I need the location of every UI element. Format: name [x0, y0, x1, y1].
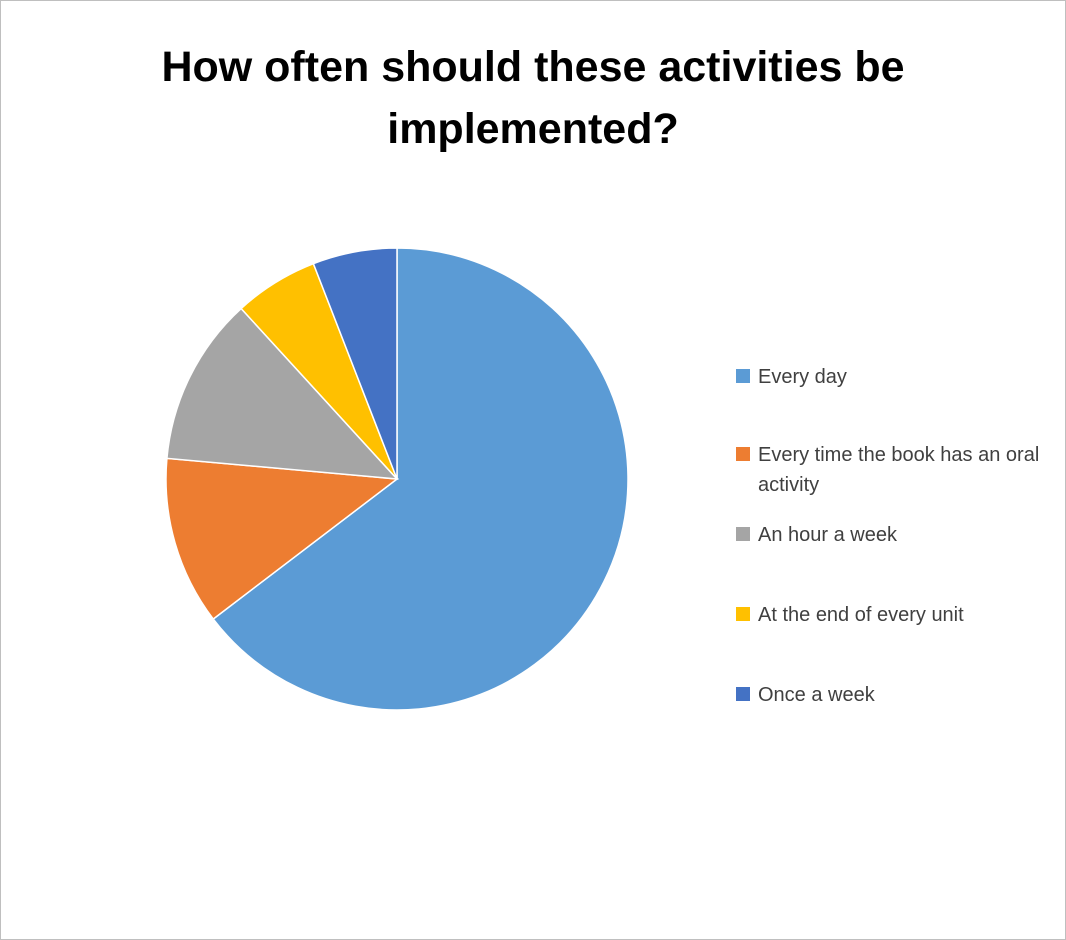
legend-label: At the end of every unit: [758, 604, 964, 626]
legend-swatch: [736, 447, 750, 461]
legend-item: An hour a week: [736, 520, 1056, 550]
pie-slices: [165, 247, 629, 711]
pie-slice-2: [165, 457, 399, 621]
legend-item: Once a week: [736, 680, 1056, 710]
legend-item: At the end of every unit: [736, 600, 1056, 630]
pie-slice-3: [166, 307, 399, 480]
legend-label: Every time the book has an oral activity: [758, 444, 1040, 496]
legend-swatch: [736, 369, 750, 383]
chart-title-text: How often should these activities be imp…: [161, 43, 905, 153]
legend-swatch: [736, 687, 750, 701]
chart-title: How often should these activities be imp…: [0, 36, 1066, 160]
legend-swatch: [736, 607, 750, 621]
pie-slice-1: [212, 247, 629, 711]
legend: Every day Every time the book has an oral…: [736, 0, 1056, 940]
legend-item: Every day: [736, 362, 1056, 392]
legend-label: An hour a week: [758, 524, 897, 546]
legend-label: Once a week: [758, 684, 875, 706]
legend-swatch: [736, 527, 750, 541]
legend-item: Every time the book has an oral activity: [736, 440, 1056, 500]
pie-slice-5: [312, 247, 398, 480]
legend-label: Every day: [758, 366, 847, 388]
